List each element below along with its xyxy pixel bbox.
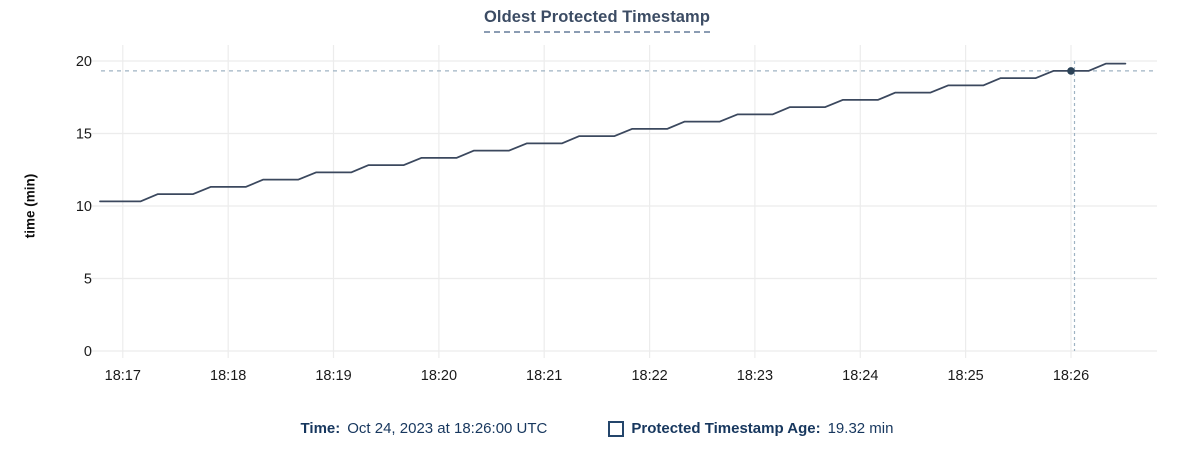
hover-legend: Time: Oct 24, 2023 at 18:26:00 UTC Prote…	[0, 419, 1194, 439]
svg-text:18:26: 18:26	[1053, 368, 1089, 384]
chart-plot-area[interactable]: 0 5 10 15 20 18:17 18:18 18:19 18:20 18:21 18:22 18…	[0, 0, 1194, 410]
series-swatch-icon	[608, 421, 625, 437]
chart-title[interactable]: Oldest Protected Timestamp	[483, 8, 711, 33]
svg-text:5: 5	[84, 272, 92, 288]
legend-spacer	[547, 429, 608, 430]
svg-text:20: 20	[76, 54, 92, 70]
age-label: Protected Timestamp Age:	[631, 420, 821, 437]
svg-text:18:17: 18:17	[105, 368, 141, 384]
svg-text:18:20: 18:20	[421, 368, 457, 384]
svg-text:10: 10	[76, 199, 92, 215]
svg-text:15: 15	[76, 127, 92, 143]
time-label: Time:	[300, 420, 341, 437]
svg-text:18:25: 18:25	[947, 368, 983, 384]
svg-text:18:24: 18:24	[842, 368, 878, 384]
svg-text:0: 0	[84, 344, 92, 360]
chart-title-row: Oldest Protected Timestamp	[0, 8, 1194, 33]
svg-text:18:19: 18:19	[315, 368, 351, 384]
svg-text:18:23: 18:23	[737, 368, 773, 384]
svg-text:18:18: 18:18	[210, 368, 246, 384]
svg-text:18:21: 18:21	[526, 368, 562, 384]
svg-text:18:22: 18:22	[631, 368, 667, 384]
time-value: Oct 24, 2023 at 18:26:00 UTC	[347, 420, 548, 437]
age-value: 19.32 min	[827, 420, 894, 437]
